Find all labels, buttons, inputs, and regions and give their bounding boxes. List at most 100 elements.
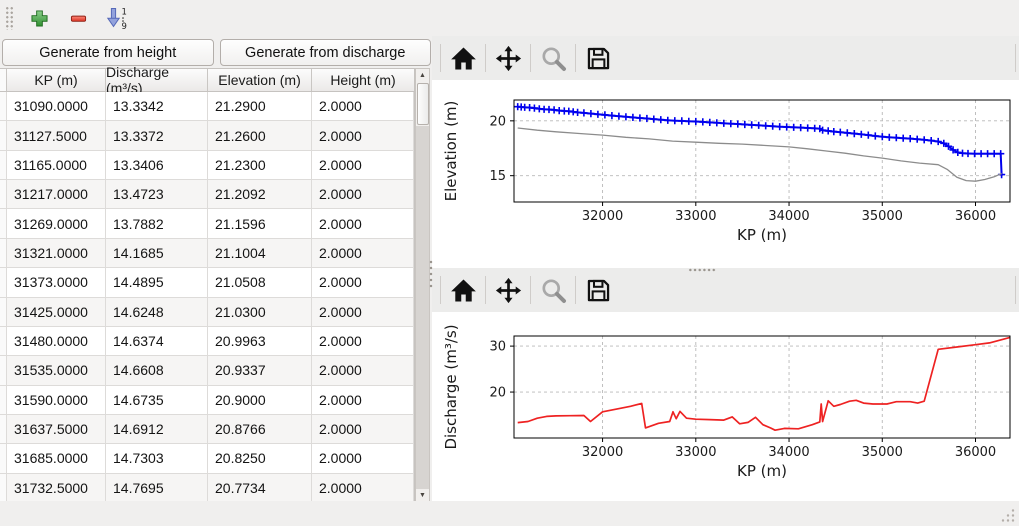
scroll-up-arrow-icon[interactable]: ▲ xyxy=(416,69,429,82)
pan-button[interactable] xyxy=(490,40,526,76)
table-cell[interactable]: 14.6912 xyxy=(106,414,208,444)
table-row[interactable]: 31269.0000 13.7882 21.1596 2.0000 xyxy=(0,209,414,239)
table-cell[interactable]: 2.0000 xyxy=(312,356,414,385)
panel-splitter-handle[interactable] xyxy=(428,259,434,289)
table-cell[interactable]: 31321.0000 xyxy=(7,238,106,268)
home-button[interactable] xyxy=(445,272,481,308)
table-cell[interactable]: 14.6608 xyxy=(106,356,208,385)
pan-button[interactable] xyxy=(490,272,526,308)
table-cell[interactable]: 2.0000 xyxy=(312,209,414,238)
sort-rows-button[interactable]: 1 9 xyxy=(103,4,131,32)
table-cell[interactable]: 31090.0000 xyxy=(7,92,106,121)
table-row[interactable]: 31732.5000 14.7695 20.7734 2.0000 xyxy=(0,473,414,504)
table-row[interactable]: 31637.5000 14.6912 20.8766 2.0000 xyxy=(0,414,414,445)
table-cell[interactable]: 13.4723 xyxy=(106,180,208,209)
table-row[interactable]: 31590.0000 14.6735 20.9000 2.0000 xyxy=(0,385,414,415)
scrollbar-thumb[interactable] xyxy=(416,83,429,125)
table-cell[interactable]: 14.7303 xyxy=(106,444,208,473)
table-cell[interactable]: 2.0000 xyxy=(312,238,414,268)
table-row[interactable]: 31685.0000 14.7303 20.8250 2.0000 xyxy=(0,444,414,474)
table-cell[interactable]: 2.0000 xyxy=(312,92,414,121)
table-cell[interactable]: 31535.0000 xyxy=(7,356,106,385)
table-row[interactable]: 31165.0000 13.3406 21.2300 2.0000 xyxy=(0,150,414,181)
table-cell[interactable]: 2.0000 xyxy=(312,268,414,297)
svg-text:35000: 35000 xyxy=(862,445,903,460)
sort-ascending-icon: 1 9 xyxy=(106,8,127,30)
table-cell[interactable]: 13.7882 xyxy=(106,209,208,238)
scroll-down-arrow-icon[interactable]: ▼ xyxy=(416,489,429,502)
table-cell[interactable]: 31637.5000 xyxy=(7,414,106,444)
scrollbar-track[interactable] xyxy=(416,126,429,489)
table-cell[interactable]: 14.6374 xyxy=(106,326,208,356)
table-cell[interactable]: 31373.0000 xyxy=(7,268,106,297)
table-cell[interactable]: 2.0000 xyxy=(312,326,414,356)
table-cell[interactable]: 20.8250 xyxy=(208,444,312,473)
resize-grip-icon[interactable] xyxy=(1001,508,1016,523)
home-button[interactable] xyxy=(445,40,481,76)
table-cell[interactable]: 2.0000 xyxy=(312,180,414,209)
table-cell[interactable]: 2.0000 xyxy=(312,385,414,414)
table-cell[interactable]: 31269.0000 xyxy=(7,209,106,238)
table-cell[interactable]: 14.7695 xyxy=(106,473,208,503)
table-row[interactable]: 31090.0000 13.3342 21.2900 2.0000 xyxy=(0,92,414,122)
table-cell[interactable]: 14.1685 xyxy=(106,238,208,268)
table-row[interactable]: 31373.0000 14.4895 21.0508 2.0000 xyxy=(0,268,414,298)
generate-from-discharge-button[interactable]: Generate from discharge xyxy=(219,39,431,66)
table-cell[interactable]: 31217.0000 xyxy=(7,180,106,209)
table-cell[interactable]: 13.3342 xyxy=(106,92,208,121)
table-cell[interactable]: 2.0000 xyxy=(312,473,414,503)
toolbar-drag-handle[interactable] xyxy=(5,6,14,30)
chart-splitter-handle[interactable] xyxy=(688,267,716,273)
table-cell[interactable]: 14.4895 xyxy=(106,268,208,297)
table-cell[interactable]: 21.2092 xyxy=(208,180,312,209)
table-cell[interactable]: 2.0000 xyxy=(312,444,414,473)
zoom-button[interactable] xyxy=(535,40,571,76)
table-cell[interactable]: 31480.0000 xyxy=(7,326,106,356)
table-cell[interactable]: 14.6735 xyxy=(106,385,208,414)
table-cell[interactable]: 13.3372 xyxy=(106,121,208,150)
remove-row-button[interactable] xyxy=(64,4,92,32)
table-cell[interactable]: 2.0000 xyxy=(312,414,414,444)
column-header[interactable]: Discharge (m³/s) xyxy=(106,64,208,96)
table-cell[interactable]: 21.1004 xyxy=(208,238,312,268)
table-cell[interactable]: 20.8766 xyxy=(208,414,312,444)
table-cell[interactable]: 21.2300 xyxy=(208,150,312,180)
table-cell[interactable]: 20.9000 xyxy=(208,385,312,414)
table-cell[interactable]: 31732.5000 xyxy=(7,473,106,503)
zoom-button[interactable] xyxy=(535,272,571,308)
table-cell[interactable]: 21.0300 xyxy=(208,297,312,326)
table-cell[interactable]: 21.2600 xyxy=(208,121,312,150)
add-row-button[interactable] xyxy=(25,4,53,32)
save-button[interactable] xyxy=(580,272,616,308)
table-cell[interactable]: 31425.0000 xyxy=(7,297,106,326)
elevation-chart[interactable]: 32000 33000 34000 35000 36000 15 20 KP (m) Eleva… xyxy=(432,80,1019,268)
table-cell[interactable]: 31165.0000 xyxy=(7,150,106,180)
column-header[interactable]: Elevation (m) xyxy=(208,69,312,91)
table-row[interactable]: 31535.0000 14.6608 20.9337 2.0000 xyxy=(0,356,414,386)
discharge-chart[interactable]: 32000 33000 34000 35000 36000 20 30 KP (m) Disch… xyxy=(432,312,1019,501)
table-cell[interactable]: 21.2900 xyxy=(208,92,312,121)
column-header[interactable]: Height (m) xyxy=(330,72,396,88)
table-cell[interactable]: 21.0508 xyxy=(208,268,312,297)
table-row[interactable]: 31217.0000 13.4723 21.2092 2.0000 xyxy=(0,180,414,210)
table-row[interactable]: 31425.0000 14.6248 21.0300 2.0000 xyxy=(0,297,414,327)
table-row[interactable]: 31321.0000 14.1685 21.1004 2.0000 xyxy=(0,238,414,269)
table-cell[interactable]: 20.7734 xyxy=(208,473,312,503)
table-cell[interactable]: 20.9963 xyxy=(208,326,312,356)
table-cell[interactable]: 31127.5000 xyxy=(7,121,106,150)
table-cell[interactable]: 2.0000 xyxy=(312,150,414,180)
table-cell[interactable]: 2.0000 xyxy=(312,297,414,326)
table-cell[interactable]: 20.9337 xyxy=(208,356,312,385)
table-cell[interactable]: 31590.0000 xyxy=(7,385,106,414)
table-row[interactable]: 31127.5000 13.3372 21.2600 2.0000 xyxy=(0,121,414,151)
column-header[interactable]: KP (m) xyxy=(7,69,106,91)
table-cell[interactable]: 31685.0000 xyxy=(7,444,106,473)
table-cell[interactable]: 2.0000 xyxy=(312,121,414,150)
table-row[interactable]: 31480.0000 14.6374 20.9963 2.0000 xyxy=(0,326,414,357)
save-button[interactable] xyxy=(580,40,616,76)
data-table[interactable]: 31090.0000 13.3342 21.2900 2.0000 31127.5000… xyxy=(0,92,415,504)
table-cell[interactable]: 21.1596 xyxy=(208,209,312,238)
table-cell[interactable]: 14.6248 xyxy=(106,297,208,326)
table-cell[interactable]: 13.3406 xyxy=(106,150,208,180)
generate-from-height-button[interactable]: Generate from height xyxy=(2,39,214,66)
